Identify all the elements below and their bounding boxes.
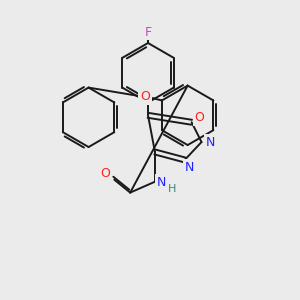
Text: N: N (185, 161, 194, 174)
Text: F: F (145, 26, 152, 39)
Text: N: N (157, 176, 167, 189)
Text: N: N (206, 136, 215, 148)
Text: H: H (168, 184, 176, 194)
Text: O: O (140, 90, 150, 103)
Text: O: O (195, 111, 205, 124)
Text: O: O (100, 167, 110, 180)
